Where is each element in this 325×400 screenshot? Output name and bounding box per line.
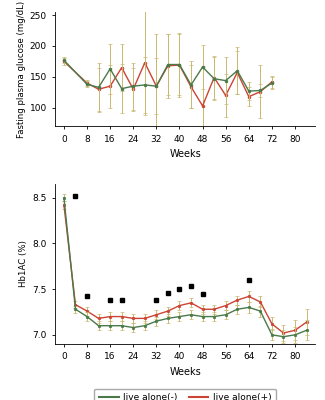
Y-axis label: Hb1AC (%): Hb1AC (%) bbox=[20, 240, 28, 288]
Legend: live alone(-), live alone(+): live alone(-), live alone(+) bbox=[95, 389, 276, 400]
Y-axis label: Fasting plasma glucose (mg/dL): Fasting plasma glucose (mg/dL) bbox=[17, 1, 25, 138]
X-axis label: Weeks: Weeks bbox=[169, 367, 201, 377]
X-axis label: Weeks: Weeks bbox=[169, 149, 201, 159]
